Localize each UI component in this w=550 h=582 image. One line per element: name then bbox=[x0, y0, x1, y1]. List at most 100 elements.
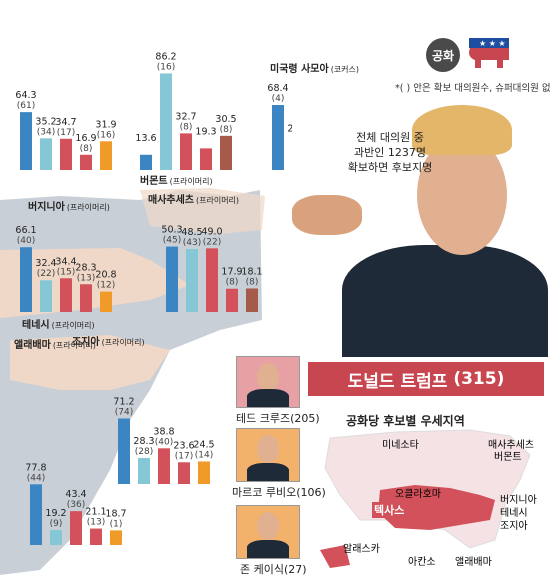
delegates-label: (12) bbox=[97, 281, 115, 291]
state-kind: (프라이머리) bbox=[52, 320, 95, 330]
bar bbox=[180, 133, 192, 170]
winner-photo bbox=[292, 95, 548, 357]
candidate-name: 마르코 루비오 bbox=[232, 486, 297, 499]
candidate-photo-rubio bbox=[236, 428, 300, 482]
delegates-label: (14) bbox=[195, 450, 213, 460]
map-label-minnesota: 미네소타 bbox=[382, 440, 419, 451]
map-label-alabama: 앨래배마 bbox=[455, 557, 492, 568]
value-label: 28.3 bbox=[75, 262, 96, 273]
delegates-label: (13) bbox=[77, 273, 95, 283]
state-kind: (프라이머리) bbox=[53, 340, 96, 350]
value-label: 38.8 bbox=[153, 426, 174, 437]
bar bbox=[100, 291, 112, 312]
state-kind: (프라이머리) bbox=[196, 195, 239, 205]
bar bbox=[272, 105, 284, 170]
bar bbox=[166, 246, 178, 312]
map-label-georgia: 조지아 bbox=[500, 521, 528, 532]
delegates-label: (17) bbox=[57, 128, 75, 138]
value-label: 30.5 bbox=[215, 114, 236, 125]
delegates-label: (8) bbox=[226, 278, 239, 288]
value-label: 20.8 bbox=[95, 270, 116, 281]
delegate-note-line: 전체 대의원 중 bbox=[356, 131, 424, 144]
delegates-label: (1) bbox=[110, 519, 123, 529]
delegates-label: (4) bbox=[272, 94, 285, 104]
state-kind: (프라이머리) bbox=[170, 176, 213, 186]
state-name: 매사추세츠 bbox=[148, 193, 194, 206]
bar bbox=[70, 511, 82, 545]
map-region-massachusetts bbox=[140, 188, 265, 234]
value-label: 49.0 bbox=[201, 226, 222, 237]
delegates-label: (17) bbox=[175, 451, 193, 461]
winner-banner: 도널드 트럼프 (315) bbox=[308, 362, 544, 396]
bar bbox=[60, 278, 72, 312]
value-label: 34.4 bbox=[55, 256, 76, 267]
delegates-label: (74) bbox=[115, 407, 133, 417]
delegates-label: (45) bbox=[163, 236, 181, 246]
value-label: 24.5 bbox=[193, 439, 214, 450]
state-chart: 77.8(44) 19.2(9) 43.4(36)21.1(13)18.7(1) 앨래… bbox=[14, 338, 127, 545]
value-label: 28.3 bbox=[133, 436, 154, 447]
bar bbox=[246, 288, 258, 312]
candidate-photo-kasich bbox=[236, 505, 300, 559]
value-label: 77.8 bbox=[25, 462, 46, 473]
candidate-label-rubio: 마르코 루비오(106) bbox=[232, 484, 326, 500]
delegates-label: (8) bbox=[80, 144, 93, 154]
map-label-tennessee: 테네시 bbox=[500, 508, 528, 519]
state-kind: (프라이머리) bbox=[102, 337, 145, 347]
delegates-label: (8) bbox=[220, 125, 233, 135]
map-label-arkansas: 아칸소 bbox=[408, 557, 436, 568]
bar bbox=[50, 530, 62, 545]
value-label: 32.4 bbox=[35, 258, 56, 269]
bar bbox=[100, 141, 112, 170]
delegates-label: (44) bbox=[27, 473, 45, 483]
delegates-label: (40) bbox=[155, 437, 173, 447]
party-badge: 공화 bbox=[426, 38, 460, 72]
candidate-delegates: (27) bbox=[283, 563, 307, 576]
bar bbox=[206, 248, 218, 312]
bar bbox=[186, 248, 198, 312]
delegates-label: (34) bbox=[37, 127, 55, 137]
us-map-winning-states bbox=[378, 485, 495, 530]
value-label: 31.9 bbox=[95, 119, 116, 130]
value-label: 19.3 bbox=[195, 126, 216, 137]
value-label: 48.5 bbox=[181, 227, 202, 238]
delegates-label: (8) bbox=[180, 122, 193, 132]
candidate-name: 존 케이식 bbox=[240, 563, 284, 576]
delegates-label: (36) bbox=[67, 500, 85, 510]
map-label-vermont: 버몬트 bbox=[494, 452, 522, 463]
value-label: 13.6 bbox=[135, 133, 156, 144]
candidate-label-cruz: 테드 크루즈(205) bbox=[236, 410, 320, 426]
delegate-note-line: 과반인 1237명 bbox=[354, 146, 426, 159]
us-map-alaska bbox=[320, 545, 350, 568]
winner-delegates: (315) bbox=[453, 369, 505, 389]
state-chart: 50.3(45)48.5(43)49.0(22)17.9(8)18.1(8)매사… bbox=[148, 193, 263, 312]
value-label: 68.4 bbox=[267, 83, 288, 94]
value-label: 64.3 bbox=[15, 90, 36, 101]
map-label-virginia: 버지니아 bbox=[500, 495, 537, 506]
footnote: *( ) 안은 확보 대의원수, 슈퍼대의원 없음 bbox=[395, 83, 550, 94]
value-label: 17.9 bbox=[221, 267, 242, 278]
bar bbox=[40, 280, 52, 312]
bar bbox=[160, 73, 172, 170]
bar bbox=[220, 135, 232, 170]
bar bbox=[20, 112, 32, 170]
delegates-label: (61) bbox=[17, 101, 35, 111]
state-label: 테네시 (프라이머리) bbox=[22, 318, 95, 331]
value-label: 43.4 bbox=[65, 489, 86, 500]
value-label: 16.9 bbox=[75, 133, 96, 144]
value-label: 21.1 bbox=[85, 507, 106, 518]
bar bbox=[40, 138, 52, 170]
map-label-oklahoma: 오클라호마 bbox=[395, 489, 441, 500]
delegates-label: (40) bbox=[17, 236, 35, 246]
state-label: 매사추세츠 (프라이머리) bbox=[148, 193, 239, 206]
bar bbox=[118, 418, 130, 484]
value-label: 18.1 bbox=[241, 266, 262, 277]
state-name: 조지아 bbox=[72, 335, 100, 348]
state-name: 테네시 bbox=[22, 318, 50, 331]
map-label-massachusetts: 매사추세츠 bbox=[488, 440, 534, 451]
bar bbox=[90, 528, 102, 545]
candidate-delegates: (106) bbox=[296, 486, 326, 499]
value-label: 18.7 bbox=[105, 508, 126, 519]
delegate-note-line: 확보하면 후보지명 bbox=[347, 161, 433, 174]
